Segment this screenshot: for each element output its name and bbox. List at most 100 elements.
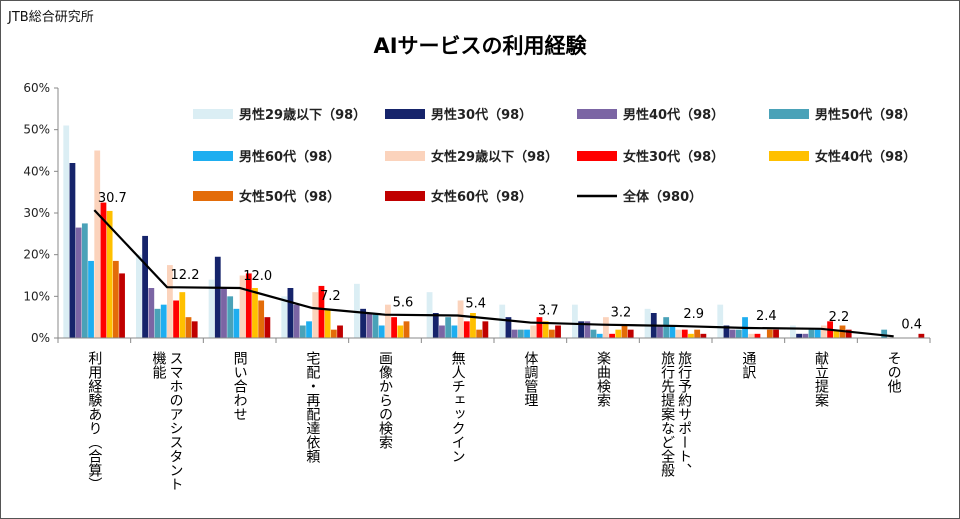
legend-label: 女性30代（98） xyxy=(623,149,724,165)
bar xyxy=(252,288,258,338)
category-label: その他 xyxy=(886,351,902,394)
bar xyxy=(432,313,439,338)
bar xyxy=(318,285,325,338)
total-data-label: 3.2 xyxy=(611,306,632,321)
bar xyxy=(106,210,113,338)
bar xyxy=(530,325,537,338)
y-tick-label: 20% xyxy=(23,248,50,262)
total-data-label: 3.7 xyxy=(538,304,559,319)
total-data-label: 2.9 xyxy=(683,307,704,322)
legend-label: 女性40代（98） xyxy=(815,149,916,165)
bar xyxy=(536,317,543,338)
y-tick-label: 30% xyxy=(23,206,50,220)
total-data-label: 12.2 xyxy=(171,268,200,283)
bar xyxy=(451,325,458,338)
bar xyxy=(609,333,615,338)
bar xyxy=(173,300,179,338)
total-data-label: 7.2 xyxy=(320,289,341,304)
bar xyxy=(227,296,234,338)
bar xyxy=(821,325,827,338)
bar xyxy=(688,333,694,338)
total-line xyxy=(93,209,894,338)
legend-swatch xyxy=(385,151,425,161)
bar xyxy=(69,163,76,338)
chart-title: AIサービスの利用経験 xyxy=(373,34,587,58)
bar xyxy=(214,256,221,338)
category-label: 旅行予約サポート、 xyxy=(676,351,692,477)
bar xyxy=(663,317,670,338)
legend-label: 男性30代（98） xyxy=(431,107,532,123)
legend-label: 男性29歳以下（98） xyxy=(239,107,366,123)
bar xyxy=(808,329,815,338)
bar xyxy=(391,317,397,338)
bar xyxy=(233,308,240,338)
bar xyxy=(167,265,173,338)
bar xyxy=(766,329,773,338)
bar xyxy=(366,313,373,338)
bar xyxy=(445,317,452,338)
bar xyxy=(63,125,70,338)
legend-swatch xyxy=(193,191,233,201)
bar xyxy=(555,325,561,338)
legend-swatch xyxy=(193,109,233,119)
total-data-label: 30.7 xyxy=(98,191,127,206)
category-label: 宅配・再配達依頼 xyxy=(304,351,320,463)
category-label: 献立提案 xyxy=(813,351,829,407)
bar xyxy=(735,329,742,338)
bar xyxy=(499,304,506,338)
bar xyxy=(524,329,530,338)
bar xyxy=(681,329,688,338)
bar xyxy=(221,288,227,338)
bar xyxy=(439,325,445,338)
bar xyxy=(306,321,312,338)
bar xyxy=(505,317,512,338)
bar xyxy=(675,329,682,338)
legend-swatch xyxy=(577,109,617,119)
bar xyxy=(881,329,888,338)
bar xyxy=(657,325,663,338)
legend-label: 男性40代（98） xyxy=(623,107,724,123)
bar xyxy=(191,321,198,338)
bar xyxy=(463,321,470,338)
bar xyxy=(81,223,88,338)
total-data-label: 5.4 xyxy=(465,297,486,312)
category-label: 通訳 xyxy=(740,351,756,379)
bar xyxy=(754,333,761,338)
source-label: JTB総合研究所 xyxy=(8,10,94,25)
bar xyxy=(148,288,155,338)
bar xyxy=(584,321,591,338)
y-tick-label: 0% xyxy=(31,331,50,345)
bar xyxy=(511,329,518,338)
bar xyxy=(264,317,271,338)
bar xyxy=(482,321,489,338)
bar xyxy=(337,325,343,338)
bar xyxy=(281,296,288,338)
bar xyxy=(354,283,360,338)
bar xyxy=(748,333,755,338)
total-data-label: 2.2 xyxy=(829,310,850,325)
y-tick-label: 50% xyxy=(23,123,50,137)
bar xyxy=(476,329,483,338)
legend-swatch xyxy=(193,151,233,161)
category-label: 問い合わせ xyxy=(232,351,248,421)
total-data-label: 2.4 xyxy=(756,309,777,324)
legend-swatch xyxy=(769,151,809,161)
legend-label: 女性60代（98） xyxy=(431,189,532,205)
bar xyxy=(119,273,125,338)
legend-swatch xyxy=(385,191,425,201)
bar xyxy=(258,300,265,338)
total-data-label: 5.6 xyxy=(393,296,414,311)
bar xyxy=(814,329,821,338)
bar xyxy=(245,273,252,338)
bar xyxy=(94,150,101,338)
bar xyxy=(615,329,622,338)
bar xyxy=(208,279,215,338)
legend-swatch xyxy=(385,109,425,119)
bar xyxy=(136,254,142,338)
bar xyxy=(796,333,802,338)
legend-swatch xyxy=(769,109,809,119)
bar xyxy=(385,304,391,338)
bar xyxy=(100,202,107,338)
